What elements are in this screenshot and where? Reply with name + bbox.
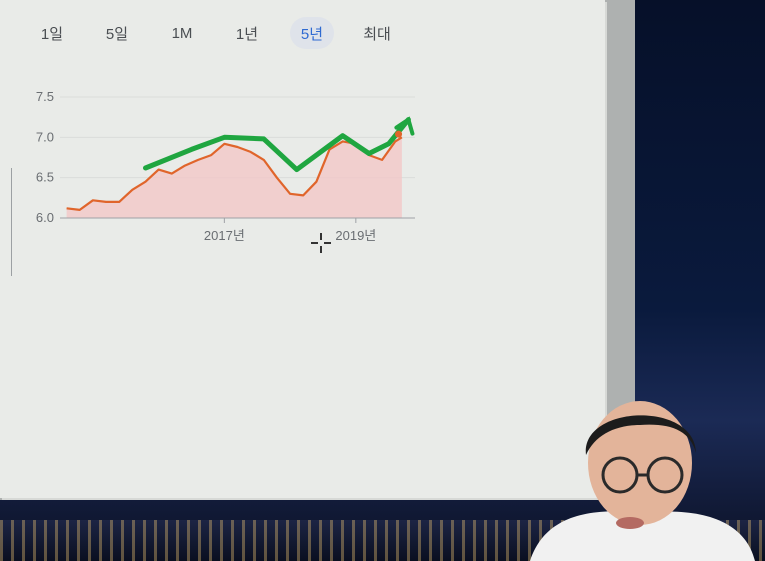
y-tick-label: 6.5	[36, 170, 54, 185]
tab-1-year[interactable]: 1년	[235, 25, 259, 43]
y-tick-label: 7.5	[36, 89, 54, 104]
crosshair-cursor-icon	[311, 233, 331, 253]
tab-1-month[interactable]: 1M	[171, 24, 193, 42]
price-area	[66, 137, 402, 218]
tab-5-year[interactable]: 5년	[290, 17, 334, 49]
annotation-arrow-head	[394, 116, 415, 136]
y-tick-label: 6.0	[36, 210, 54, 225]
scroll-marker	[11, 168, 12, 276]
annotation-trend-line	[143, 117, 411, 173]
presenter-webcam	[530, 401, 755, 561]
current-price-dot	[395, 130, 403, 138]
monitor-bezel: 1일 5일 1M 1년 5년 최대 6.0 6.5 7.0 7.5 2017년 2019년	[0, 0, 635, 500]
x-tick-label: 2019년	[335, 228, 376, 243]
range-tabs: 1일 5일 1M 1년 5년 최대	[30, 14, 420, 52]
tab-5-day[interactable]: 5일	[105, 25, 129, 43]
tab-max[interactable]: 최대	[363, 25, 391, 43]
y-tick-label: 7.0	[36, 129, 54, 144]
price-chart[interactable]: 6.0 6.5 7.0 7.5 2017년 2019년	[0, 80, 460, 260]
x-tick-label: 2017년	[204, 228, 245, 243]
screen: 1일 5일 1M 1년 5년 최대 6.0 6.5 7.0 7.5 2017년 2019년	[0, 0, 605, 498]
tab-1-day[interactable]: 1일	[40, 25, 64, 43]
